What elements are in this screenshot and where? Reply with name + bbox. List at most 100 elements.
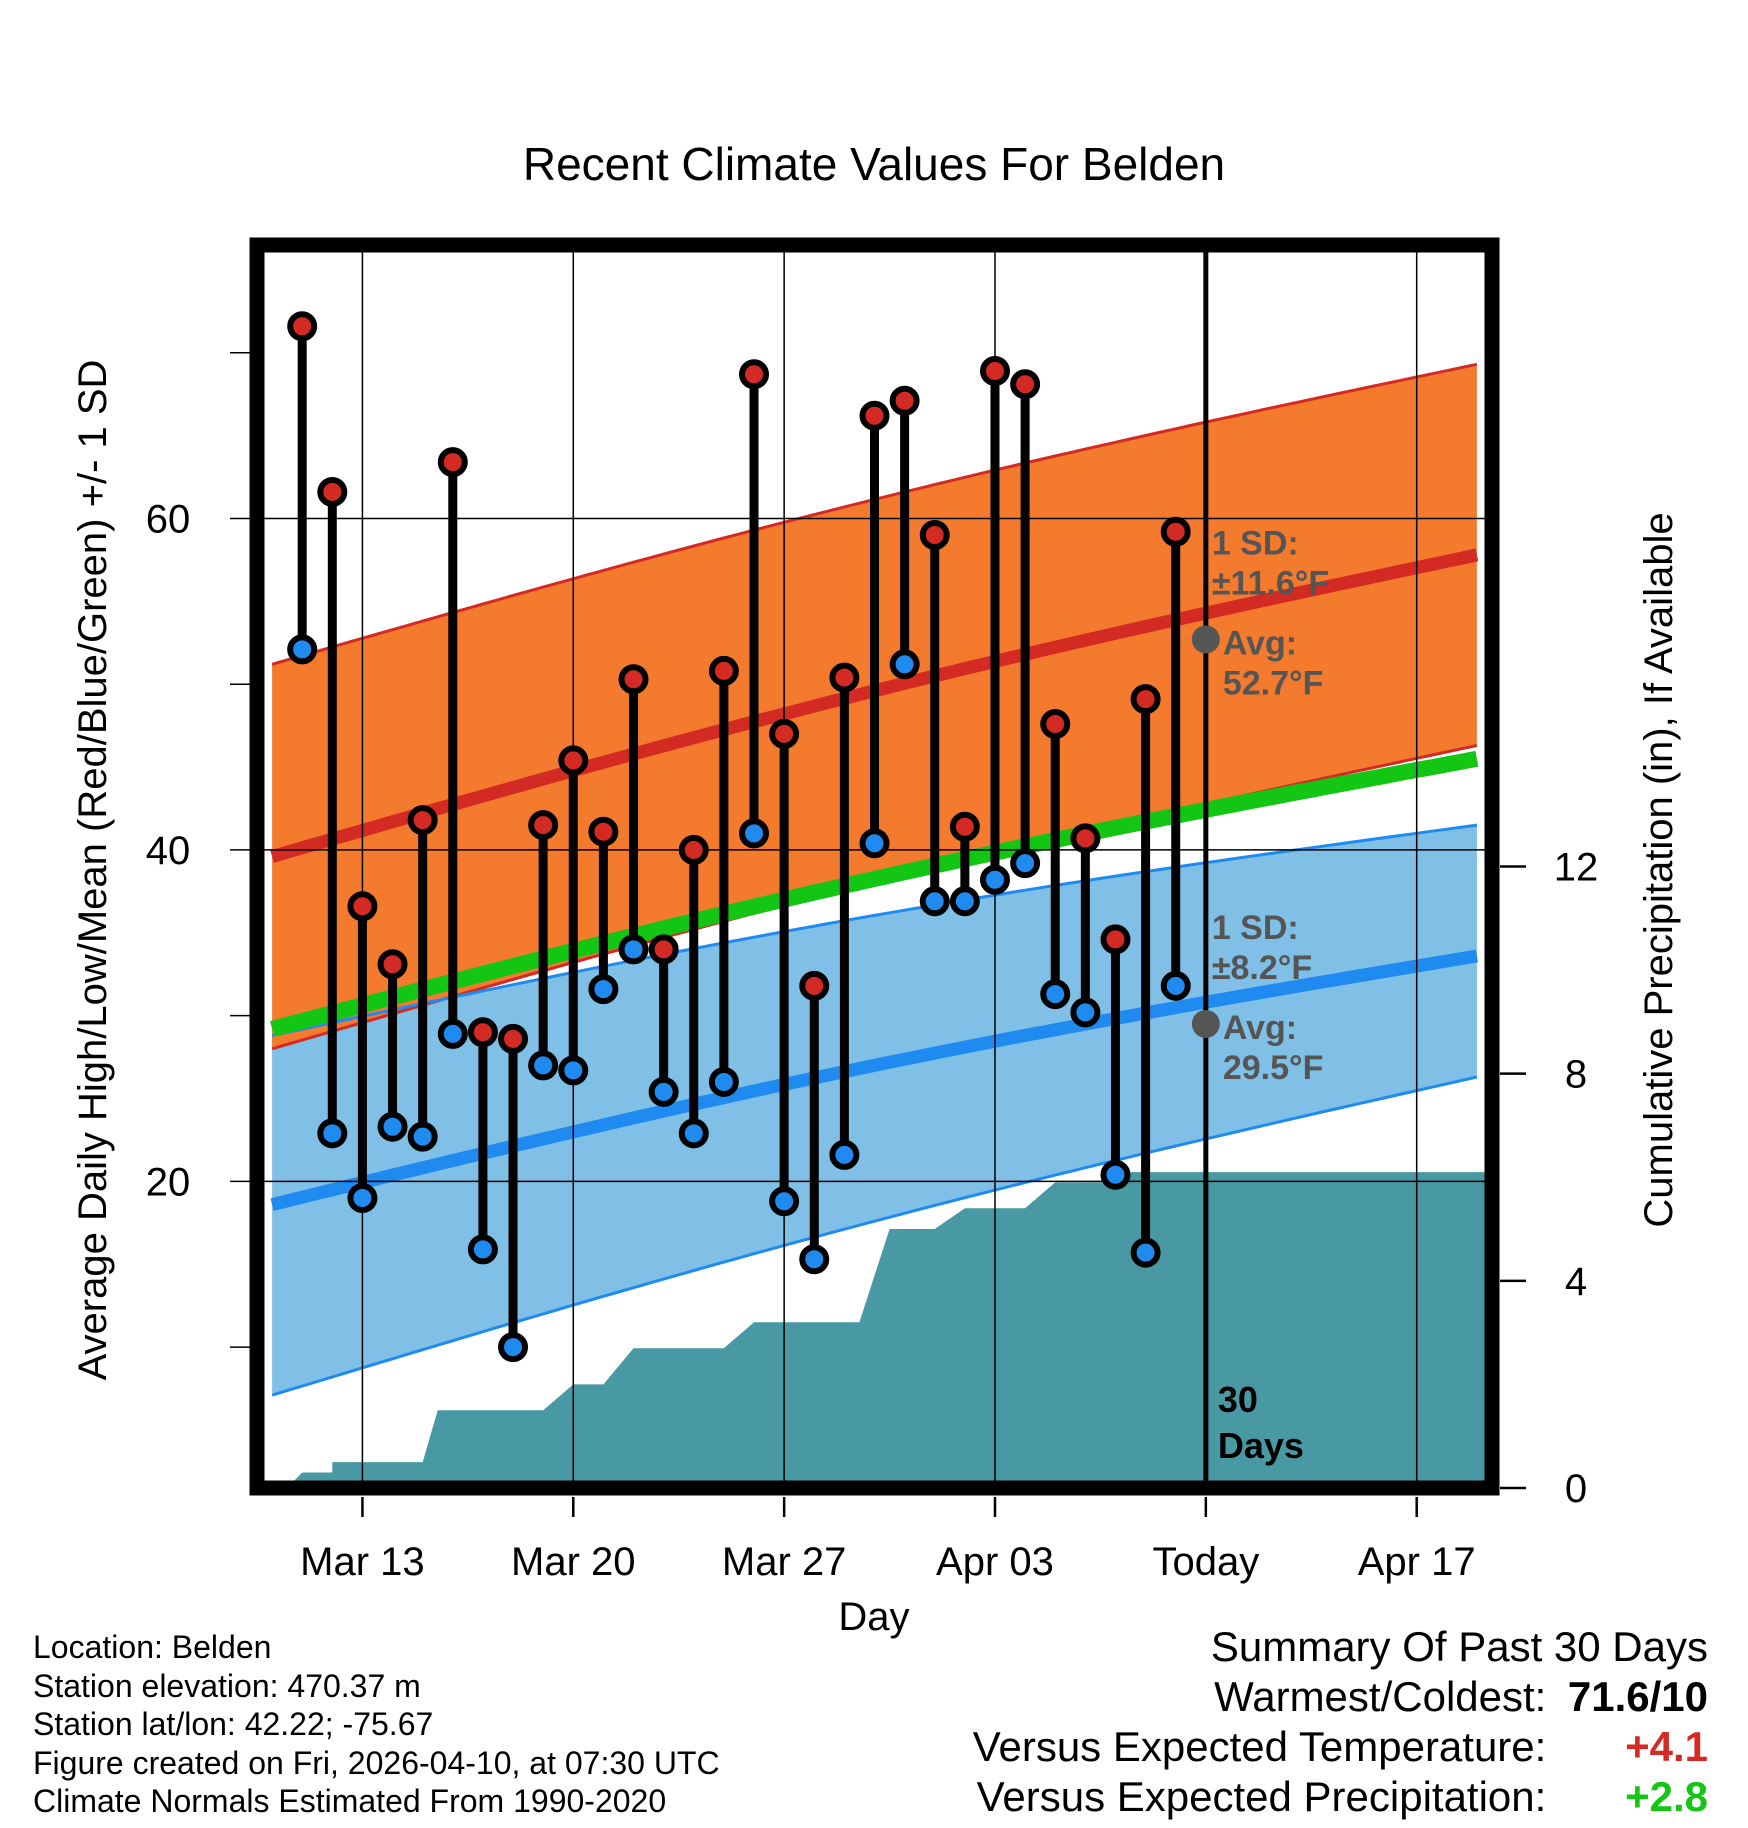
precip-value: +2.8 [1625,1773,1708,1820]
temp-value: +4.1 [1625,1723,1708,1770]
observed-high-point [347,891,378,922]
low-annotation-text: 29.5°F [1223,1049,1324,1087]
observed-high-point [618,664,649,695]
observed-high-point [949,811,980,842]
normal-mean-line [270,750,1479,1037]
x-tick-label: Apr 17 [1358,1540,1476,1584]
observed-low-point [588,974,619,1005]
observed-high-point [317,476,348,507]
summary-warmest-row: Warmest/Coldest: 71.6/10 [973,1672,1708,1722]
observed-high-point [467,1017,498,1048]
summary-panel: Summary Of Past 30 Days Warmest/Coldest:… [973,1622,1708,1822]
x-tick-label: Mar 20 [511,1540,636,1584]
observed-high-point [979,355,1010,386]
observed-high-point [708,655,739,686]
observed-low-point [1040,979,1071,1010]
high-annotation-text: Avg: [1223,624,1297,662]
high-annotation-text: ±11.6°F [1212,564,1329,602]
observed-low-point [678,1118,709,1149]
observed-high-point [1130,684,1161,715]
observed-high-point [377,949,408,980]
low-annotation-text: 1 SD: [1212,909,1299,947]
observed-low-point [407,1121,438,1152]
observed-low-point [558,1055,589,1086]
observed-low-point [919,886,950,917]
observed-low-point [1070,997,1101,1028]
observed-low-point [347,1182,378,1213]
low-sd-upper-line [271,823,1478,1037]
temp-label: Versus Expected Temperature: [972,1723,1547,1770]
observed-high-point [287,311,318,342]
observed-high-point [769,718,800,749]
observed-low-point [377,1111,408,1142]
climate-chart: Recent Climate Values For Belden 1 SD:±1… [71,138,1681,1639]
y2-tick-label: 0 [1565,1467,1587,1511]
observed-low-point [708,1066,739,1097]
observed-low-point [467,1234,498,1265]
high-annotation-text: 1 SD: [1212,524,1299,562]
warmest-value: 71.6/10 [1567,1673,1708,1720]
observed-low-point [979,864,1010,895]
days-label-text: Days [1218,1425,1304,1466]
observed-high-point [1040,708,1071,739]
observed-high-point [1010,369,1041,400]
observed-low-point [829,1139,860,1170]
observed-high-point [829,662,860,693]
observed-low-point [437,1018,468,1049]
location-text: Location: Belden [33,1629,272,1665]
observed-low-point [859,828,890,859]
x-tick-label: Apr 03 [936,1540,1054,1584]
observed-low-point [498,1332,529,1363]
x-tick-label: Mar 13 [300,1540,425,1584]
observed-high-point [558,745,589,776]
low-sd-lower-line [271,1075,1478,1397]
observed-low-point [287,634,318,665]
observed-low-point [1100,1159,1131,1190]
observed-high-point [859,400,890,431]
observed-low-point [528,1050,559,1081]
observed-low-point [317,1118,348,1149]
precipitation-area [272,1172,1492,1488]
observed-high-point [437,447,468,478]
normals-text: Climate Normals Estimated From 1990-2020 [33,1783,667,1819]
days-label-text: 30 [1218,1379,1258,1420]
summary-temp-row: Versus Expected Temperature: +4.1 [973,1722,1708,1772]
warmest-label: Warmest/Coldest: [1214,1673,1547,1720]
observed-high-point [528,810,559,841]
observed-high-point [1160,516,1191,547]
observed-high-point [1070,823,1101,854]
observed-high-point [588,816,619,847]
observed-low-point [799,1244,830,1275]
observed-high-point [407,805,438,836]
x-axis-label: Day [838,1595,909,1639]
y2-tick-label: 12 [1554,846,1599,890]
observed-high-point [889,385,920,416]
station-info: Location: Belden Station elevation: 470.… [33,1628,720,1821]
observed-low-point [1130,1237,1161,1268]
observed-low-point [739,818,770,849]
elevation-text: Station elevation: 470.37 m [33,1667,421,1704]
y-tick-label: 40 [146,829,191,873]
observed-low-point [618,934,649,965]
summary-precip-row: Versus Expected Precipitation: +2.8 [973,1772,1708,1822]
x-tick-label: Today [1152,1540,1259,1584]
observed-low-point [1160,970,1191,1001]
summary-title: Summary Of Past 30 Days [1210,1623,1708,1670]
y2-axis-label: Cumulative Precipitation (in), If Availa… [1637,512,1681,1227]
y-tick-label: 20 [146,1160,191,1204]
observed-low-point [769,1186,800,1217]
observed-high-point [799,970,830,1001]
observed-high-point [678,834,709,865]
observed-high-point [498,1023,529,1054]
precip-label: Versus Expected Precipitation: [976,1773,1547,1820]
observed-high-point [919,520,950,551]
y2-tick-label: 4 [1565,1260,1587,1304]
latlon-text: Station lat/lon: 42.22; -75.67 [33,1706,434,1742]
low-avg-marker [1191,1009,1220,1038]
normal-low-line [270,949,1478,1211]
y-axis-label: Average Daily High/Low/Mean (Red/Blue/Gr… [71,360,115,1381]
observed-low-point [1010,848,1041,879]
plot-frame [249,237,1500,1496]
